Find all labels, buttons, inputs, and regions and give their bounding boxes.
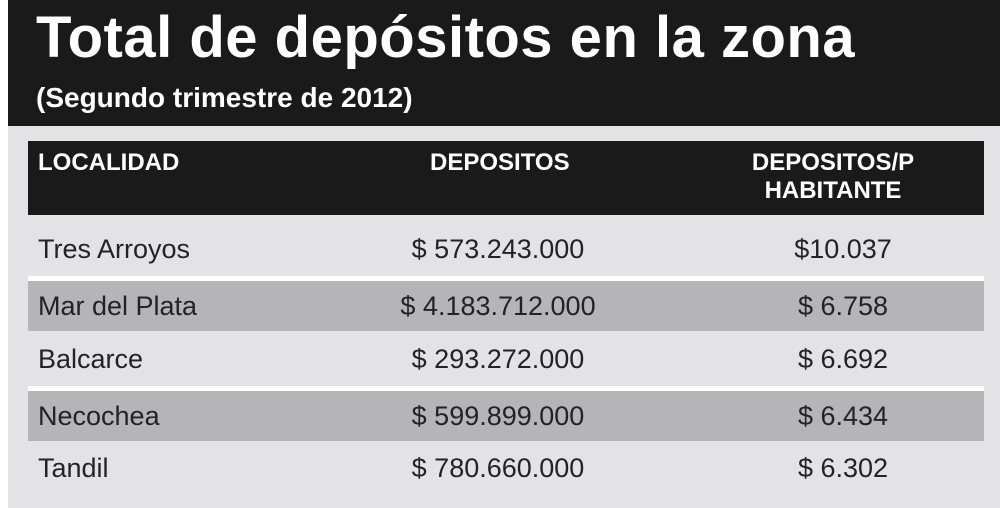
table-row: Mar del Plata $ 4.183.712.000 $ 6.758 xyxy=(28,276,984,331)
table-cell: $10.037 xyxy=(794,234,892,264)
table-cell: $ 4.183.712.000 xyxy=(400,291,596,321)
subtitle: (Segundo trimestre de 2012) xyxy=(36,82,413,113)
table-cell: $ 6.434 xyxy=(797,401,889,431)
title-band xyxy=(8,0,1000,126)
table-row: Balcarce $ 293.272.000 $ 6.692 xyxy=(28,334,984,384)
table-cell: Tandil xyxy=(38,453,109,483)
column-header: DEPOSITOS xyxy=(430,149,570,176)
table-cell: Necochea xyxy=(38,401,160,431)
title: Total de depósitos en la zona xyxy=(36,5,856,70)
table-cell: $ 293.272.000 xyxy=(411,344,585,374)
table-header: LOCALIDAD DEPOSITOS DEPOSITOS/P HABITANT… xyxy=(28,141,984,215)
column-header: LOCALIDAD xyxy=(38,149,180,176)
table-cell: $ 780.660.000 xyxy=(411,453,585,483)
table-cell: Tres Arroyos xyxy=(38,234,191,264)
table-cell: Mar del Plata xyxy=(38,291,198,321)
table-cell: $ 6.758 xyxy=(797,291,889,321)
table-row: Tres Arroyos $ 573.243.000 $10.037 xyxy=(28,224,984,274)
table-cell: Balcarce xyxy=(38,344,144,374)
column-header: DEPOSITOS/P HABITANTE xyxy=(751,149,915,204)
table-row: Tandil $ 780.660.000 $ 6.302 xyxy=(28,443,984,493)
table-cell: $ 6.692 xyxy=(797,344,889,374)
table-cell: $ 573.243.000 xyxy=(411,234,585,264)
table-cell: $ 599.899.000 xyxy=(411,401,585,431)
table-row: Necochea $ 599.899.000 $ 6.434 xyxy=(28,386,984,441)
table-cell: $ 6.302 xyxy=(797,453,889,483)
